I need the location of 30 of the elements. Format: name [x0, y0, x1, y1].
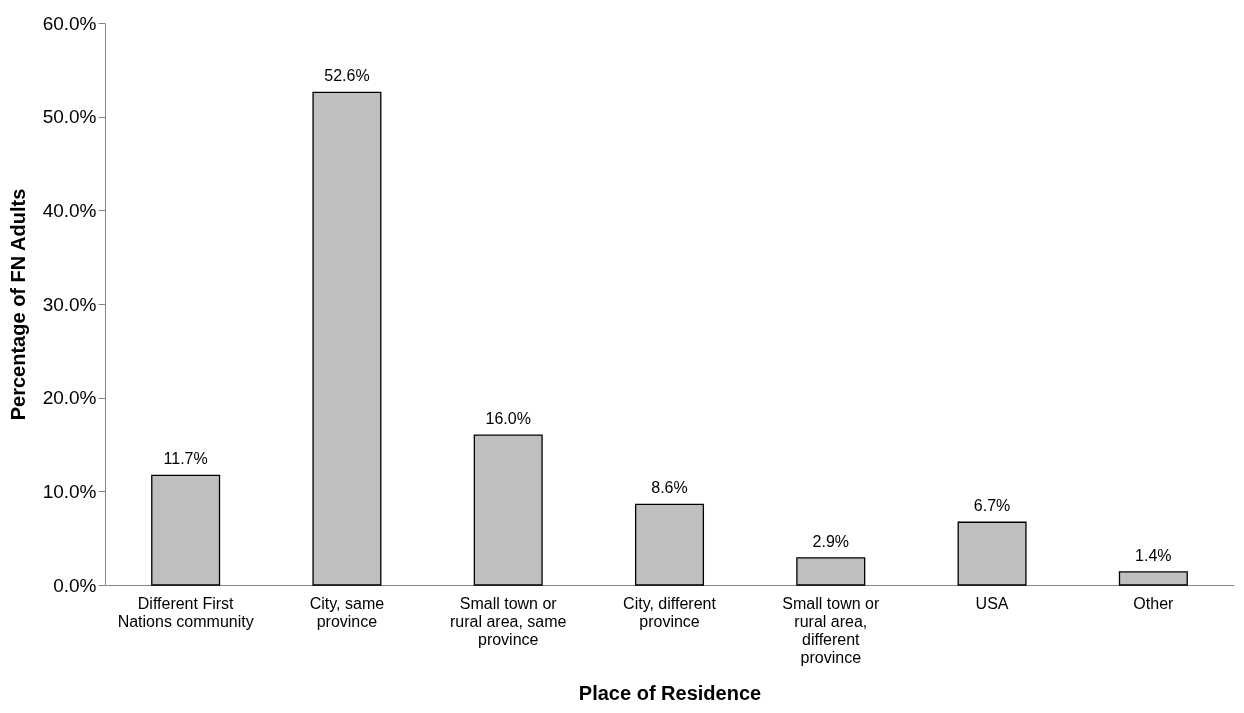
y-tick-label: 40.0%: [42, 199, 97, 221]
bar: [957, 521, 1027, 586]
data-label: 8.6%: [651, 479, 688, 497]
bar: [796, 557, 866, 586]
y-tick-label: 30.0%: [42, 293, 97, 315]
x-tick-label: Other: [1133, 594, 1175, 612]
data-label: 16.0%: [485, 410, 531, 428]
y-axis-title: Percentage of FN Adults: [6, 188, 29, 421]
y-tick-label: 10.0%: [42, 480, 97, 502]
data-label: 11.7%: [163, 450, 208, 468]
bar: [634, 503, 705, 586]
x-tick-label: USA: [975, 594, 1009, 612]
x-tick-label: City, same province: [309, 594, 385, 630]
y-tick-label: 50.0%: [42, 106, 97, 128]
data-label: 6.7%: [973, 497, 1011, 515]
x-tick-label: City, different province: [623, 594, 717, 630]
x-axis-title: Place of Residence: [578, 681, 762, 704]
bar: [473, 434, 543, 586]
bar: [151, 474, 221, 586]
bar: [312, 91, 382, 586]
y-tick-label: 0.0%: [53, 574, 97, 596]
data-label: 1.4%: [1135, 546, 1172, 564]
data-label: 52.6%: [324, 67, 370, 85]
y-tick-label: 20.0%: [42, 387, 97, 409]
bar: [1118, 571, 1188, 586]
x-tick-label: Small town or rural area, same province: [449, 594, 567, 648]
y-tick-label: 60.0%: [42, 12, 97, 34]
x-tick-label: Small town or rural area, different province: [782, 594, 880, 666]
data-label: 2.9%: [812, 532, 850, 550]
x-tick-label: Different First Nations community: [117, 594, 254, 630]
